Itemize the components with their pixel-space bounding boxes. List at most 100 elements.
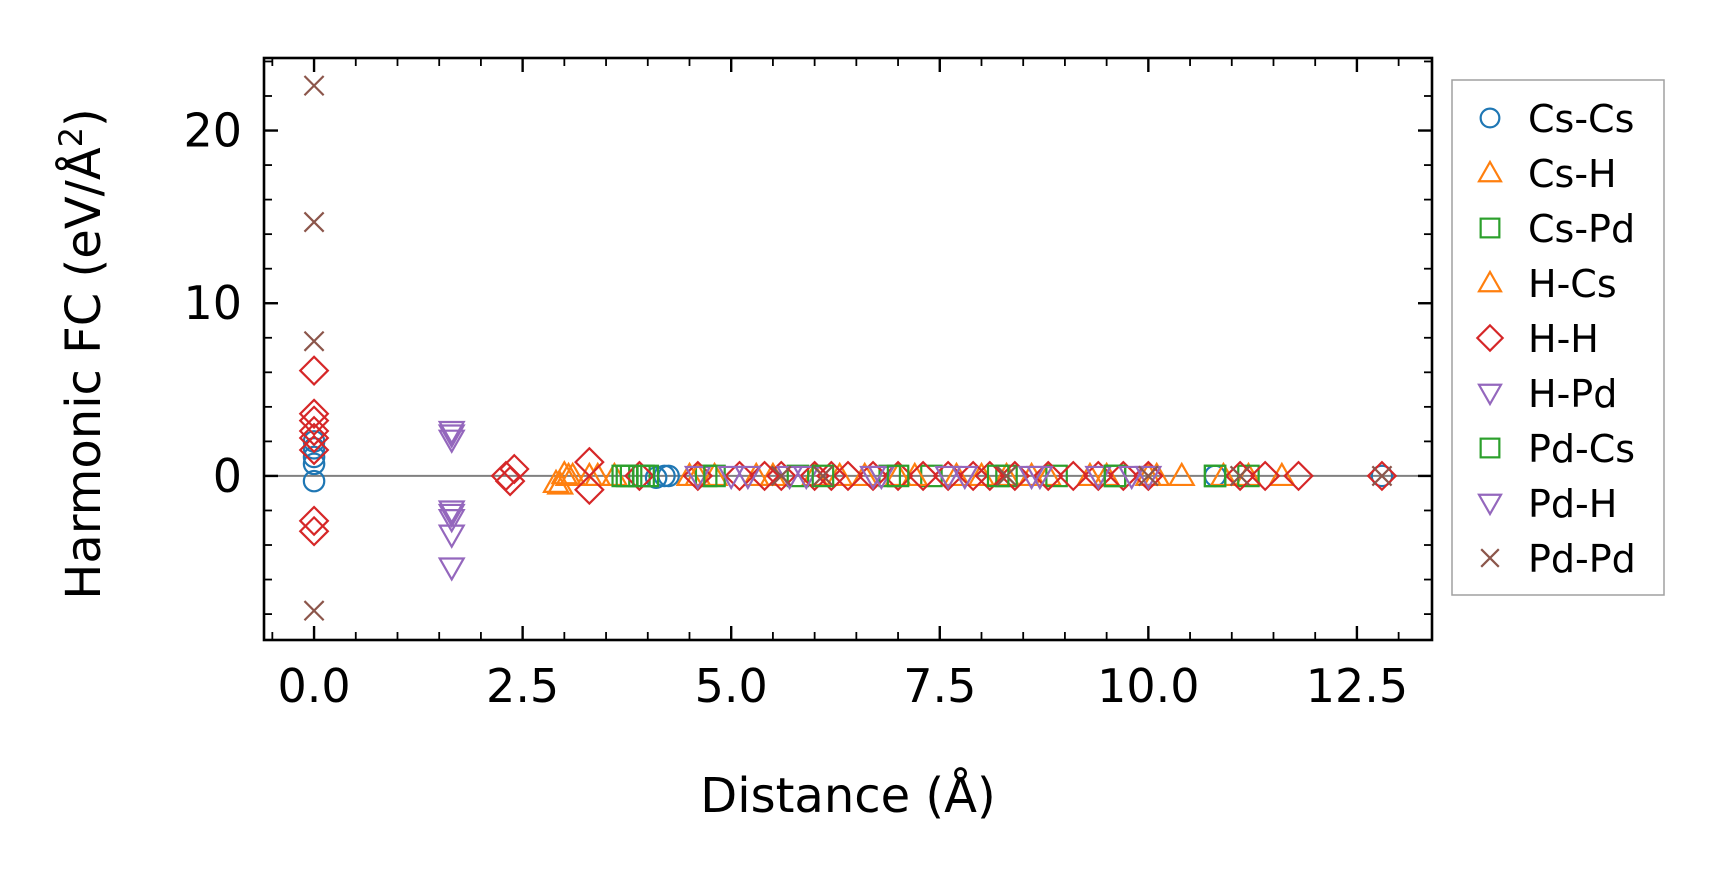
point-h-pd	[437, 509, 466, 534]
point-pd-pd	[303, 75, 325, 97]
point-pd-cs	[632, 464, 655, 488]
series-pd-cs	[615, 464, 1227, 488]
series-pd-pd	[303, 75, 1393, 622]
legend-marker-cs-cs	[1479, 107, 1501, 129]
point-h-h	[298, 405, 330, 437]
point-pd-cs	[811, 464, 835, 488]
point-h-h	[1283, 460, 1314, 492]
y-axis-label: Harmonic FC (eV/Å2)	[52, 108, 112, 600]
point-h-h	[832, 460, 864, 492]
point-h-pd	[437, 500, 466, 525]
point-cs-cs	[644, 466, 668, 489]
x-tick-label: 5.0	[695, 659, 768, 713]
point-cs-h	[992, 461, 1021, 487]
point-pd-h	[1025, 465, 1054, 491]
legend-marker-cs-pd	[1479, 217, 1501, 239]
point-pd-cs	[615, 464, 639, 488]
series-pd-h	[437, 424, 1146, 529]
point-h-h	[298, 505, 330, 537]
legend-marker-h-h	[1475, 323, 1505, 353]
point-pd-h	[437, 424, 466, 449]
point-h-h	[298, 415, 330, 447]
legend-marker-cs-h	[1477, 159, 1503, 183]
point-h-pd	[934, 465, 963, 491]
point-pd-h	[717, 465, 746, 491]
y-tick-label: 0	[213, 449, 242, 503]
point-h-cs	[1209, 461, 1238, 487]
point-h-h	[724, 460, 755, 492]
legend-label-cs-pd: Cs-Pd	[1528, 207, 1635, 251]
y-axis-label-main: Harmonic FC (eV/Å	[55, 147, 112, 600]
point-h-h	[749, 460, 780, 492]
x-tick-label: 10.0	[1097, 659, 1199, 713]
point-h-pd	[733, 465, 762, 491]
point-h-pd	[437, 429, 466, 454]
point-h-pd	[437, 557, 466, 582]
point-pd-pd	[1137, 465, 1159, 487]
legend-label-h-pd: H-Pd	[1528, 372, 1617, 416]
point-h-h	[957, 460, 989, 492]
x-tick-label: 0.0	[277, 659, 350, 713]
point-h-h	[1249, 460, 1281, 492]
point-pd-cs	[986, 464, 1010, 488]
point-h-h	[1032, 460, 1064, 492]
point-pd-cs	[886, 464, 910, 488]
point-h-pd	[1134, 465, 1163, 491]
legend-marker-h-pd	[1477, 383, 1503, 407]
point-pd-pd	[303, 600, 325, 622]
point-cs-cs	[302, 445, 326, 469]
legend-label-pd-h: Pd-H	[1528, 482, 1617, 526]
point-cs-h	[1167, 461, 1196, 487]
point-h-h	[1057, 460, 1089, 492]
legend-marker-pd-h	[1477, 493, 1503, 517]
point-cs-h	[1092, 461, 1121, 487]
point-pd-pd	[1229, 465, 1251, 487]
tick-layer: 0.0 2.5 5.0 7.5 10.0 12.5 0 10 20	[183, 58, 1432, 713]
axes-frame	[262, 56, 1434, 642]
legend-label-pd-pd: Pd-Pd	[1528, 537, 1636, 581]
point-h-h	[624, 460, 655, 492]
point-h-cs	[542, 468, 570, 493]
point-h-pd	[437, 420, 466, 446]
legend-marker-h-cs	[1477, 269, 1503, 293]
point-cs-cs	[1370, 464, 1394, 488]
legend-marker-pd-pd	[1480, 548, 1500, 568]
point-pd-pd	[303, 330, 325, 352]
legend-label-h-cs: H-Cs	[1528, 262, 1617, 306]
legend-label-cs-h: Cs-H	[1528, 152, 1617, 196]
y-axis-label-close: )	[56, 108, 112, 127]
point-h-h	[298, 434, 330, 466]
legend: Cs-Cs Cs-H Cs-Pd H-Cs H-H H-Pd Pd-Cs Pd-H Pd-Pd	[1451, 79, 1665, 596]
point-cs-pd	[1237, 464, 1260, 488]
point-h-h	[799, 460, 830, 492]
point-h-h	[765, 460, 797, 492]
x-tick-label: 7.5	[903, 659, 976, 713]
point-h-h	[974, 460, 1006, 492]
point-pd-cs	[1203, 464, 1227, 488]
x-axis-label: Distance (Å)	[700, 767, 995, 824]
y-tick-label: 10	[183, 276, 242, 330]
legend-label-h-h: H-H	[1528, 317, 1599, 361]
point-h-cs	[575, 461, 604, 487]
point-h-h	[298, 422, 330, 454]
point-cs-h	[550, 459, 579, 485]
point-pd-h	[950, 465, 979, 491]
x-tick-label: 12.5	[1306, 659, 1408, 713]
point-cs-cs	[302, 437, 326, 460]
point-h-h	[1107, 460, 1139, 492]
point-cs-cs	[302, 452, 326, 476]
point-pd-h	[1117, 465, 1146, 491]
y-axis-label-superscript: 2	[52, 127, 90, 147]
point-pd-pd	[1371, 465, 1393, 487]
point-h-h	[815, 460, 847, 492]
point-h-cs	[1076, 461, 1104, 487]
point-pd-pd	[303, 211, 325, 233]
point-h-h	[907, 460, 939, 492]
y-tick-label: 20	[183, 104, 242, 158]
point-h-cs	[554, 461, 583, 487]
point-cs-h	[884, 461, 912, 487]
point-pd-pd	[770, 465, 792, 487]
point-h-h	[298, 515, 330, 547]
point-pd-pd	[812, 465, 834, 487]
